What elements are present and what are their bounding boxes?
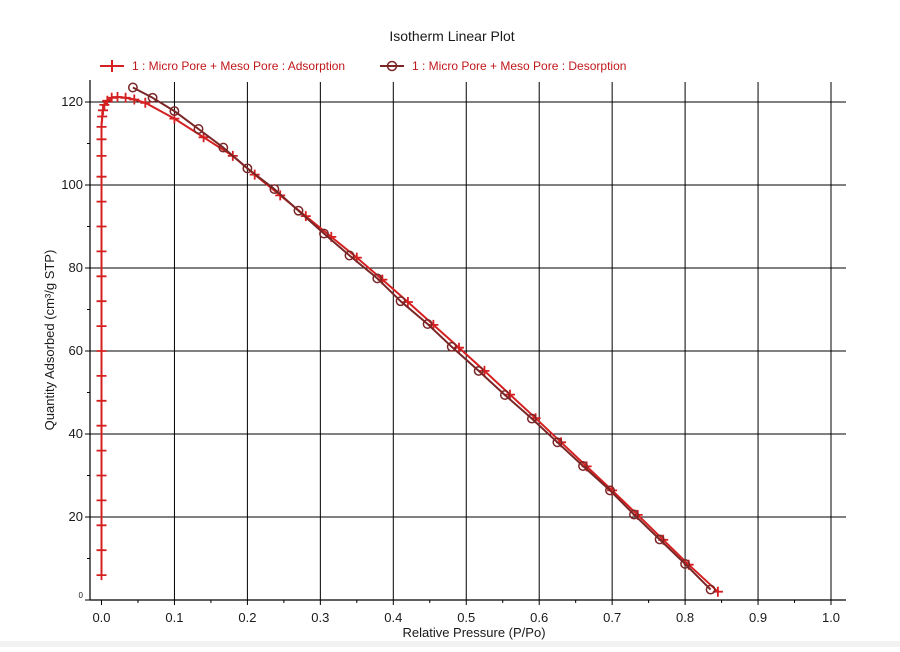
x-tick-label: 0.2 — [238, 610, 256, 625]
legend-item-desorption: 1 : Micro Pore + Meso Pore : Desorption — [380, 59, 626, 73]
x-axis-label: Relative Pressure (P/Po) — [402, 625, 545, 640]
desorption-point — [344, 250, 355, 261]
desorption-point — [242, 163, 253, 174]
adsorption-point — [96, 346, 107, 356]
adsorption-point — [96, 221, 107, 232]
adsorption-point — [96, 150, 107, 161]
desorption-point — [147, 92, 158, 103]
adsorption-point — [96, 470, 107, 481]
adsorption-point — [96, 321, 107, 332]
chart-legend: 1 : Micro Pore + Meso Pore : Adsorption … — [100, 59, 626, 73]
desorption-point — [473, 365, 484, 376]
desorption-point — [578, 461, 588, 471]
desorption-point — [372, 273, 383, 284]
x-tick-label: 0.1 — [165, 610, 183, 625]
adsorption-point — [96, 395, 107, 406]
adsorption-point — [96, 196, 107, 207]
adsorption-point — [96, 420, 107, 431]
desorption-point — [605, 485, 615, 496]
adsorption-point — [96, 545, 107, 556]
chart-ticks: 0.0 0.1 0.2 0.3 0.4 0.5 0.6 0.7 0.8 0.9 1.0 0 20 40 60… — [61, 94, 840, 625]
legend-item-adsorption: 1 : Micro Pore + Meso Pore : Adsorption — [100, 59, 345, 73]
adsorption-point — [96, 370, 107, 381]
x-tick-label: 0.7 — [603, 610, 621, 625]
y-axis-label: Quantity Adsorbed (cm³/g STP) — [42, 250, 57, 431]
adsorption-point — [120, 92, 131, 103]
legend-label-adsorption: 1 : Micro Pore + Meso Pore : Adsorption — [132, 59, 345, 73]
desorption-point — [705, 584, 716, 595]
desorption-point — [629, 509, 639, 520]
desorption-point — [127, 82, 138, 93]
desorption-line — [132, 86, 712, 591]
adsorption-point — [96, 520, 107, 531]
adsorption-point — [98, 105, 108, 116]
adsorption-point — [96, 171, 107, 182]
legend-plus-marker — [106, 60, 118, 72]
desorption-point — [446, 341, 457, 352]
bottom-strip — [0, 641, 900, 647]
legend-label-desorption: 1 : Micro Pore + Meso Pore : Desorption — [412, 59, 626, 73]
y-tick-label: 120 — [61, 94, 83, 109]
adsorption-point — [96, 296, 107, 307]
desorption-point — [319, 228, 329, 239]
desorption-point — [293, 205, 304, 216]
y-tick-label: 60 — [69, 343, 83, 358]
desorption-point — [269, 184, 280, 195]
chart-axes — [89, 80, 846, 601]
adsorption-point — [129, 94, 140, 105]
y-tick-label: 20 — [69, 509, 83, 524]
y-tick-label: 80 — [69, 260, 83, 275]
adsorption-point — [96, 271, 107, 282]
adsorption-point — [96, 445, 107, 456]
desorption-point — [526, 413, 537, 424]
y-tick-label: 40 — [69, 426, 83, 441]
chart-series — [96, 82, 723, 597]
desorption-point — [169, 106, 180, 117]
adsorption-point — [140, 97, 151, 108]
x-tick-label: 0.9 — [749, 610, 767, 625]
adsorption-point — [96, 121, 107, 132]
adsorption-point — [96, 570, 107, 581]
desorption-point — [499, 390, 510, 400]
adsorption-point — [505, 389, 515, 400]
x-tick-label: 0.6 — [530, 610, 548, 625]
adsorption-point — [96, 495, 107, 506]
x-tick-label: 1.0 — [822, 610, 840, 625]
desorption-point — [654, 534, 665, 545]
chart-grid — [90, 82, 846, 600]
x-tick-label: 0.8 — [676, 610, 694, 625]
desorption-point — [422, 319, 433, 329]
legend-circle-marker — [386, 60, 398, 72]
x-tick-label: 0.0 — [92, 610, 110, 625]
y-tick-label: 100 — [61, 177, 83, 192]
desorption-point — [552, 437, 563, 448]
desorption-point — [193, 124, 204, 134]
desorption-point — [395, 296, 406, 307]
x-tick-label: 0.4 — [384, 610, 402, 625]
x-tick-label: 0.3 — [311, 610, 329, 625]
adsorption-point — [96, 246, 107, 257]
desorption-point — [218, 142, 229, 153]
desorption-point — [680, 558, 691, 569]
adsorption-point — [96, 134, 107, 145]
chart-title: Isotherm Linear Plot — [389, 28, 514, 44]
y-tick-label: 0 — [79, 591, 84, 600]
x-tick-label: 0.5 — [457, 610, 475, 625]
adsorption-point — [479, 365, 490, 376]
